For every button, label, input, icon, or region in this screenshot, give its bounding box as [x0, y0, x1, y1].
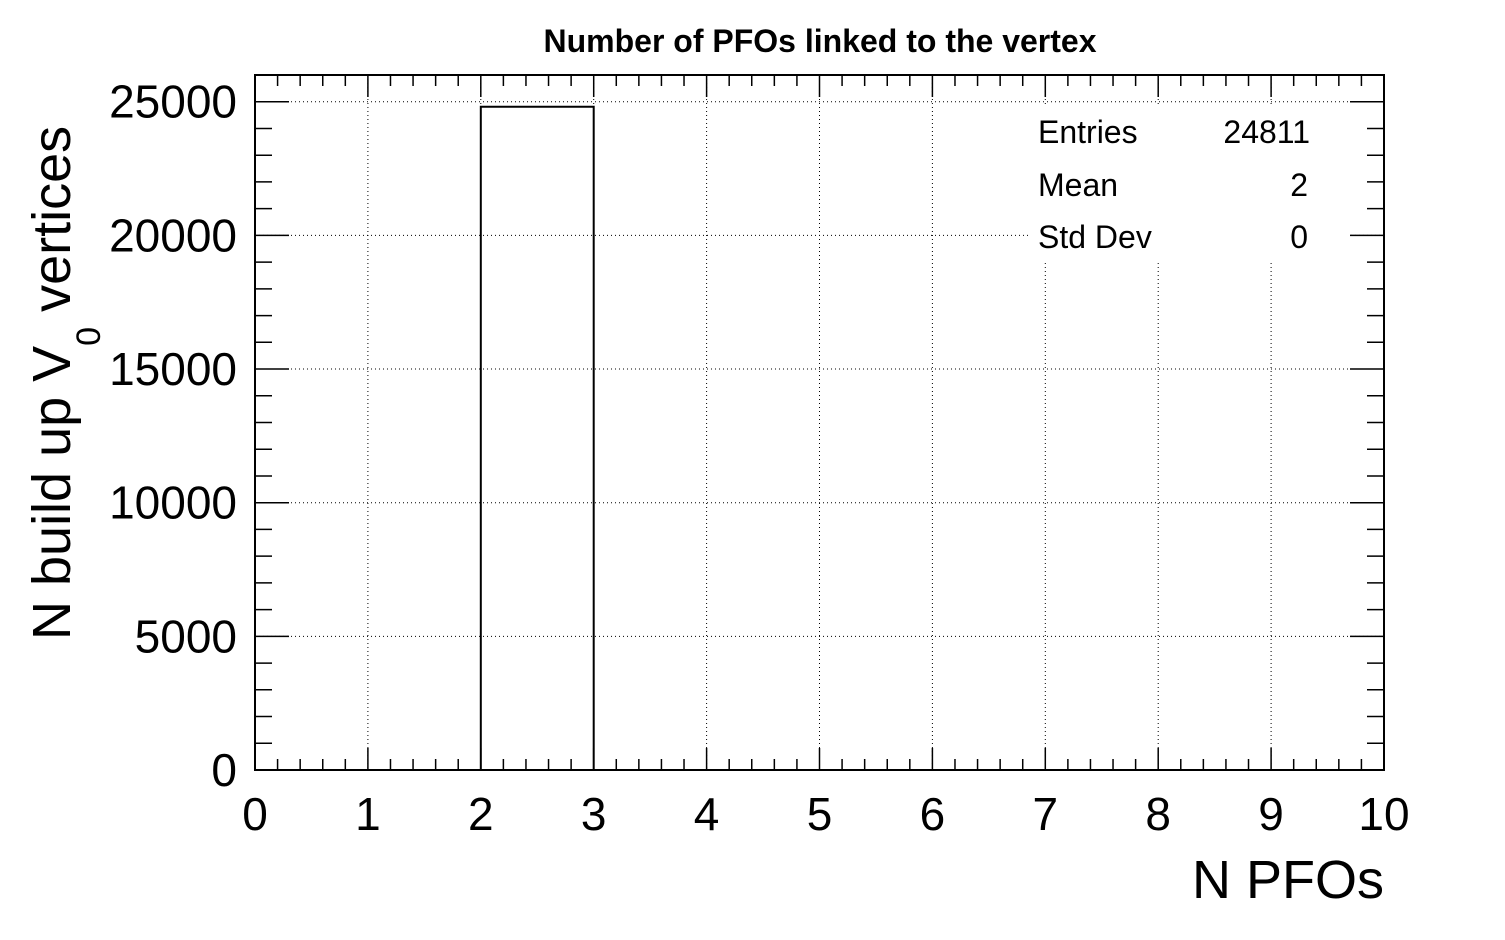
x-tick-label-10: 10 [1358, 788, 1409, 840]
y-tick-label-0: 0 [211, 744, 237, 796]
x-tick-label-6: 6 [920, 788, 946, 840]
x-tick-label-0: 0 [242, 788, 268, 840]
x-tick-label-4: 4 [694, 788, 720, 840]
y-axis-title-main: N build up V [22, 346, 82, 640]
stats-mean-label: Mean [1038, 167, 1118, 203]
histogram-bin-0 [479, 105, 595, 770]
x-tick-label-9: 9 [1258, 788, 1284, 840]
y-tick-label-20000: 20000 [109, 209, 237, 261]
x-tick-label-5: 5 [807, 788, 833, 840]
x-tick-label-3: 3 [581, 788, 607, 840]
x-tick-label-1: 1 [355, 788, 381, 840]
y-axis-title-subscript: 0 [70, 327, 108, 346]
y-tick-label-25000: 25000 [109, 76, 237, 128]
y-tick-label-15000: 15000 [109, 343, 237, 395]
y-axis-title-suffix: vertices [22, 126, 82, 327]
chart-title: Number of PFOs linked to the vertex [544, 23, 1097, 59]
tick-labels: 0 1 2 3 4 5 6 7 8 9 10 0 5000 10000 15000 20000 25000 [109, 76, 1410, 840]
stats-box: Entries 24811 Mean 2 Std Dev 0 [1030, 105, 1350, 261]
y-axis-title: N build up V0 vertices [22, 126, 108, 640]
y-tick-label-10000: 10000 [109, 477, 237, 529]
x-tick-label-7: 7 [1033, 788, 1059, 840]
stats-stddev-value: 0 [1290, 219, 1308, 255]
y-tick-label-5000: 5000 [135, 610, 237, 662]
stats-box-background [1030, 105, 1350, 261]
grid [255, 75, 1384, 770]
x-tick-label-2: 2 [468, 788, 494, 840]
stats-stddev-label: Std Dev [1038, 219, 1152, 255]
x-axis-title: N PFOs [1192, 850, 1384, 910]
axes [254, 74, 1385, 771]
stats-entries-value: 24811 [1223, 114, 1310, 150]
stats-mean-value: 2 [1290, 167, 1308, 203]
histogram-bars [479, 105, 595, 770]
x-tick-label-8: 8 [1145, 788, 1171, 840]
stats-entries-label: Entries [1038, 114, 1138, 150]
